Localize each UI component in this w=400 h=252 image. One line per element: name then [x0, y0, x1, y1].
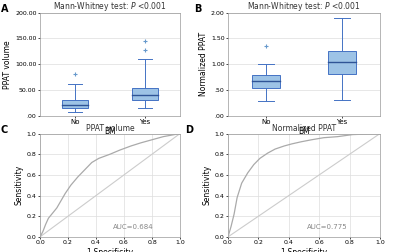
Y-axis label: Sensitivity: Sensitivity: [203, 165, 212, 205]
Y-axis label: Sensitivity: Sensitivity: [15, 165, 24, 205]
Bar: [62, 101, 88, 108]
Title: PPAT volume: PPAT volume: [86, 124, 134, 133]
Text: A: A: [1, 4, 8, 14]
Text: B: B: [194, 4, 202, 14]
Bar: [252, 75, 280, 88]
Bar: [328, 51, 356, 74]
Text: C: C: [1, 125, 8, 135]
X-axis label: BM: BM: [298, 127, 310, 136]
X-axis label: 1-Specificity: 1-Specificity: [86, 248, 134, 252]
Y-axis label: Normalized PPAT: Normalized PPAT: [199, 32, 208, 96]
Text: D: D: [186, 125, 194, 135]
X-axis label: 1-Specificity: 1-Specificity: [280, 248, 328, 252]
Y-axis label: PPAT volume: PPAT volume: [3, 40, 12, 88]
Text: AUC=0.775: AUC=0.775: [307, 224, 348, 230]
Bar: [132, 87, 158, 101]
X-axis label: BM: BM: [104, 127, 116, 136]
Text: AUC=0.684: AUC=0.684: [113, 224, 154, 230]
Title: Normalized PPAT: Normalized PPAT: [272, 124, 336, 133]
Title: Mann-Whitney test: $\it{P}$ <0.001: Mann-Whitney test: $\it{P}$ <0.001: [53, 0, 167, 13]
Title: Mann-Whitney test: $\it{P}$ <0.001: Mann-Whitney test: $\it{P}$ <0.001: [247, 0, 361, 13]
